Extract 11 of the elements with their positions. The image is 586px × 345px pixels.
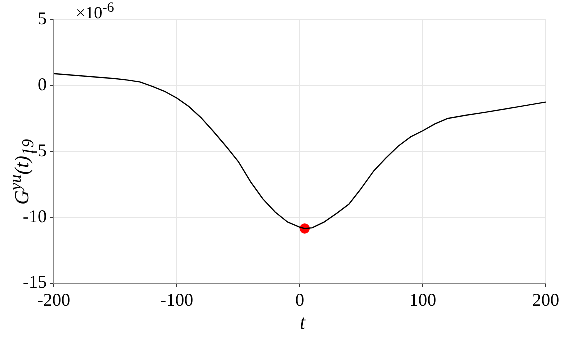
- y-tick-label: 5: [38, 8, 47, 29]
- x-tick-label: 0: [295, 290, 304, 310]
- x-axis-title: t: [300, 312, 306, 335]
- y-tick-label: -10: [22, 206, 47, 226]
- y-tick-label: -15: [22, 272, 47, 292]
- y-tick-label: 0: [38, 74, 47, 95]
- x-tick-label: 200: [532, 290, 560, 310]
- x-tick-label: -200: [37, 290, 70, 310]
- x-tick-label: 100: [410, 290, 436, 310]
- annotation: ×10$^{-6}$: [76, 0, 114, 24]
- x-tick-label: -100: [160, 290, 194, 310]
